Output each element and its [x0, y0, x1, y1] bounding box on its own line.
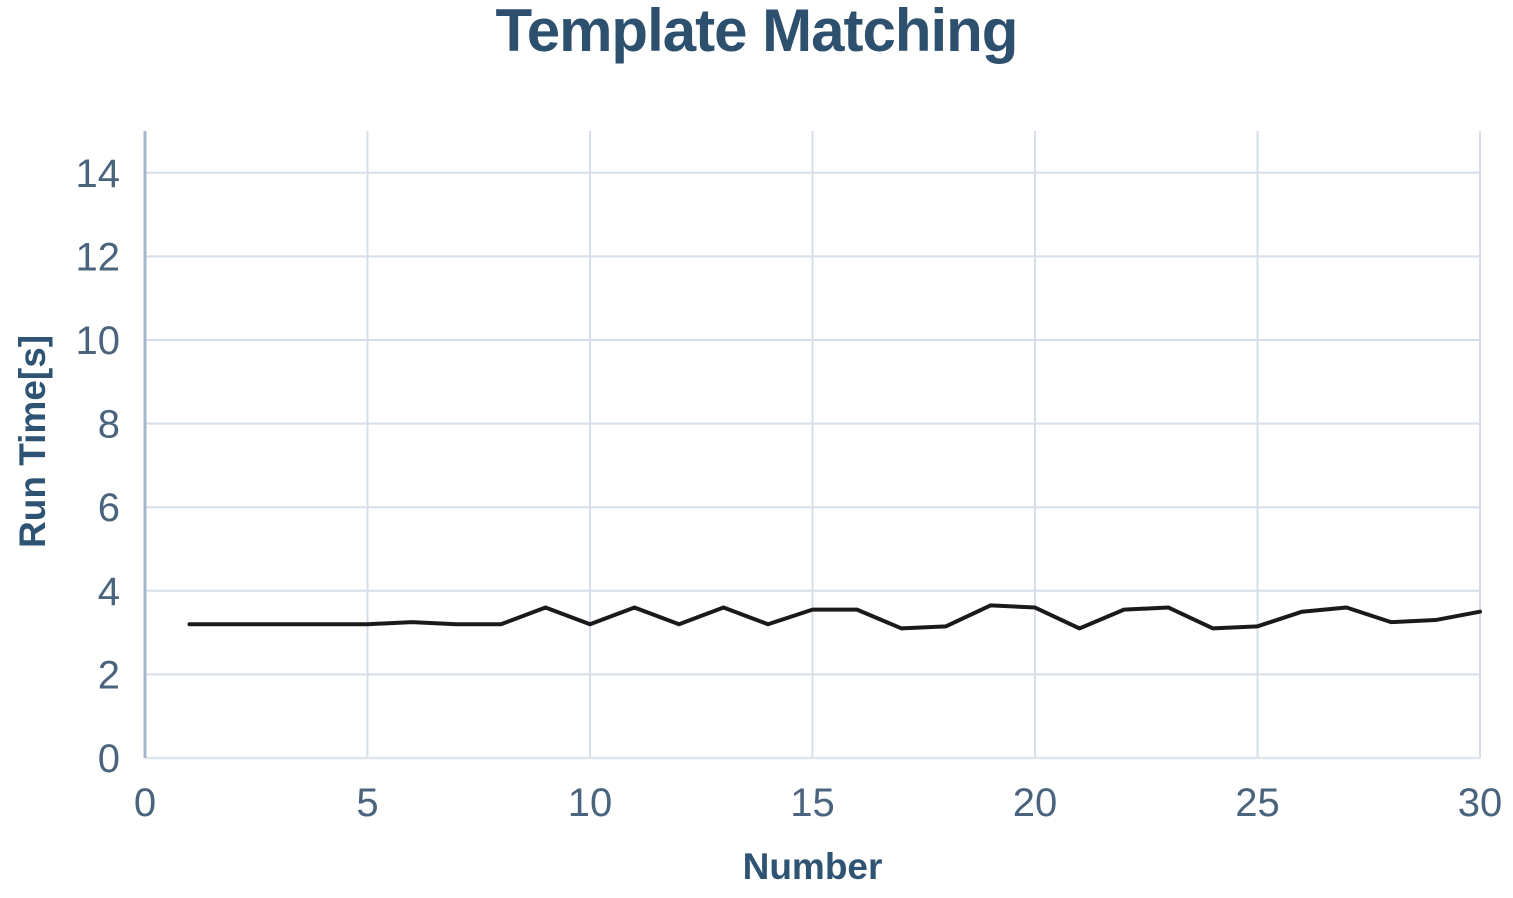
x-tick-label: 15	[790, 781, 835, 825]
y-tick-label: 6	[98, 486, 120, 530]
x-tick-label: 20	[1013, 781, 1058, 825]
x-tick-label: 0	[134, 781, 156, 825]
y-tick-label: 12	[76, 235, 121, 279]
y-tick-label: 8	[98, 403, 120, 447]
x-tick-label: 30	[1458, 781, 1503, 825]
chart-title: Template Matching	[495, 0, 1019, 64]
x-axis-title: Number	[742, 846, 883, 887]
x-tick-label: 25	[1235, 781, 1280, 825]
y-tick-label: 4	[98, 570, 120, 614]
x-tick-label: 5	[356, 781, 378, 825]
x-tick-label: 10	[568, 781, 613, 825]
y-tick-label: 10	[76, 319, 121, 363]
runtime-series-line	[187, 603, 1482, 631]
y-tick-label: 14	[76, 152, 121, 196]
y-tick-label: 2	[98, 653, 120, 697]
y-axis-title: Run Time[s]	[12, 334, 53, 548]
y-tick-label: 0	[98, 737, 120, 781]
